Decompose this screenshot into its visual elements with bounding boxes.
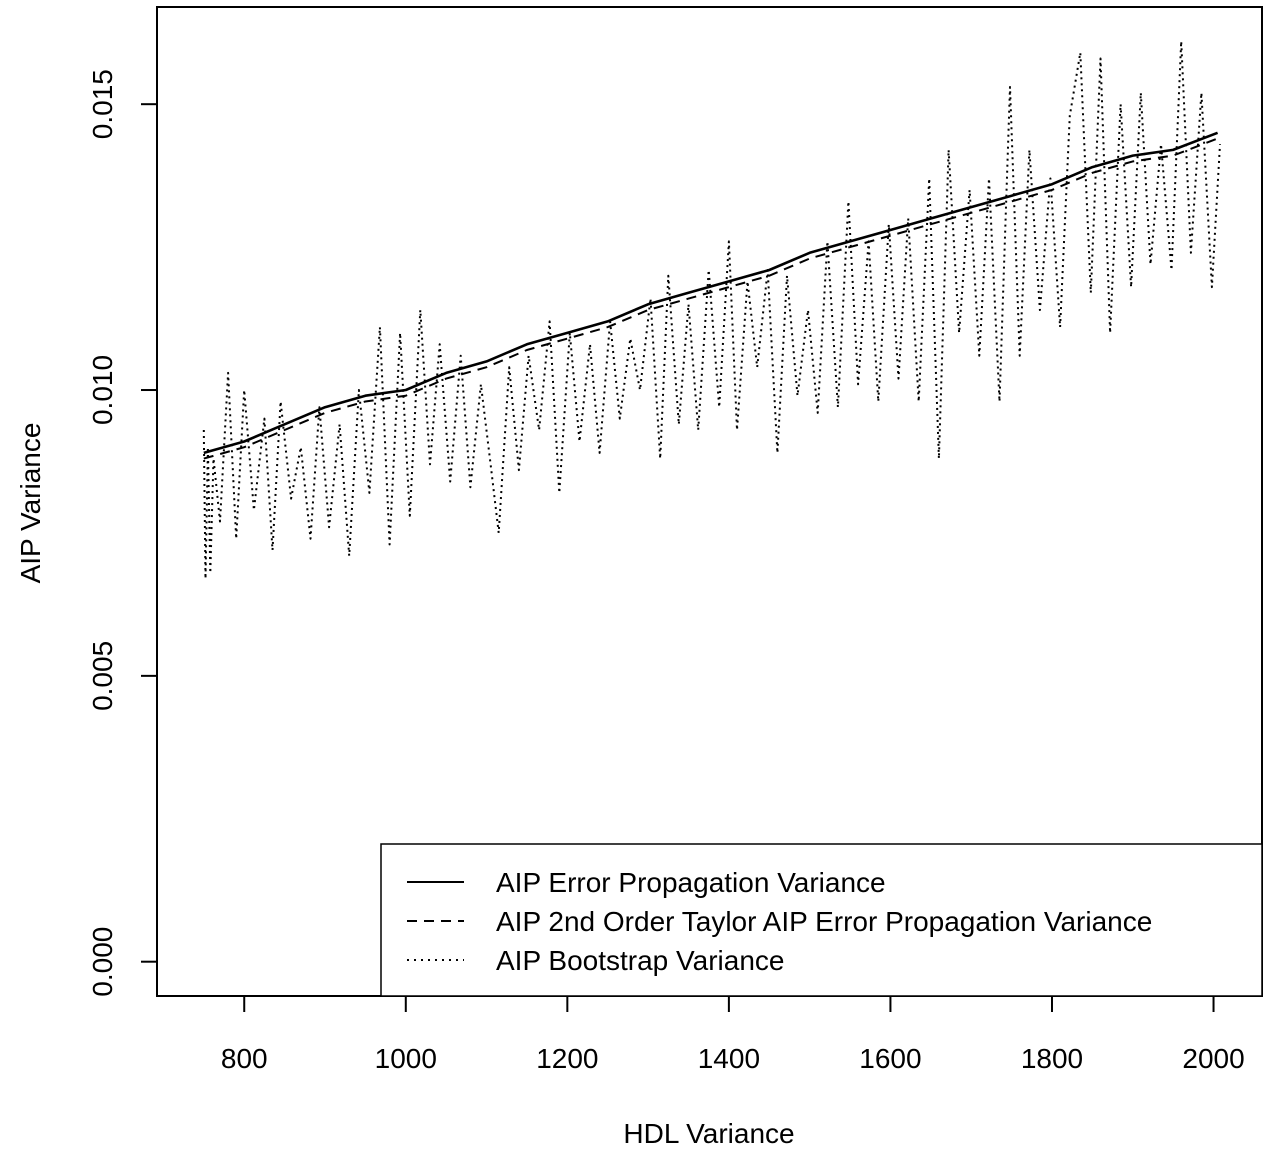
x-tick-label: 2000 <box>1182 1043 1244 1074</box>
y-tick-label: 0.005 <box>87 641 118 711</box>
legend: AIP Error Propagation Variance AIP 2nd O… <box>380 843 1263 997</box>
legend-label-taylor: AIP 2nd Order Taylor AIP Error Propagati… <box>496 906 1152 937</box>
x-tick-label: 800 <box>221 1043 268 1074</box>
x-tick-label: 1800 <box>1021 1043 1083 1074</box>
legend-box <box>380 843 1263 997</box>
x-tick-label: 1400 <box>698 1043 760 1074</box>
legend-label-bootstrap: AIP Bootstrap Variance <box>496 945 784 976</box>
x-tick-label: 1600 <box>859 1043 921 1074</box>
series-layer <box>202 40 1221 580</box>
x-axis: 800 1000 1200 1400 1600 1800 2000 <box>221 995 1245 1074</box>
x-tick-label: 1200 <box>536 1043 598 1074</box>
y-tick-label: 0.000 <box>87 927 118 997</box>
series-line-dashed <box>203 137 1218 460</box>
series-line-solid <box>203 131 1219 455</box>
y-axis: 0.000 0.005 0.010 0.015 <box>87 69 158 997</box>
y-axis-label: AIP Variance <box>15 423 46 584</box>
x-tick-label: 1000 <box>375 1043 437 1074</box>
legend-label-error-propagation: AIP Error Propagation Variance <box>496 867 886 898</box>
x-axis-label: HDL Variance <box>623 1118 794 1149</box>
y-tick-label: 0.010 <box>87 355 118 425</box>
y-tick-label: 0.015 <box>87 69 118 139</box>
